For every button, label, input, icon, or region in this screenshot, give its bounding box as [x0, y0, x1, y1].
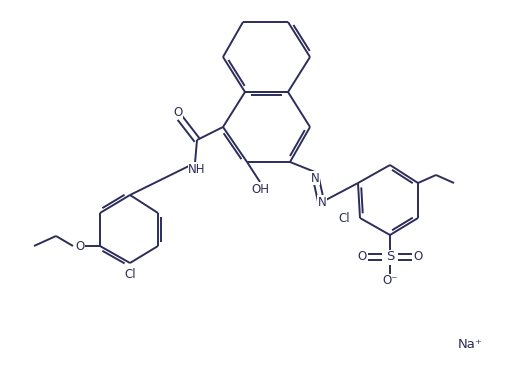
Text: O: O — [174, 105, 183, 118]
Text: Cl: Cl — [338, 211, 350, 224]
Text: N: N — [311, 171, 319, 184]
Text: Cl: Cl — [124, 269, 136, 282]
Text: O: O — [413, 250, 422, 263]
Text: Na⁺: Na⁺ — [458, 338, 482, 351]
Text: O: O — [75, 240, 85, 253]
Text: S: S — [386, 250, 394, 263]
Text: NH: NH — [188, 162, 206, 175]
Text: O⁻: O⁻ — [382, 275, 398, 288]
Text: N: N — [318, 196, 326, 209]
Text: O: O — [357, 250, 367, 263]
Text: OH: OH — [251, 183, 269, 196]
